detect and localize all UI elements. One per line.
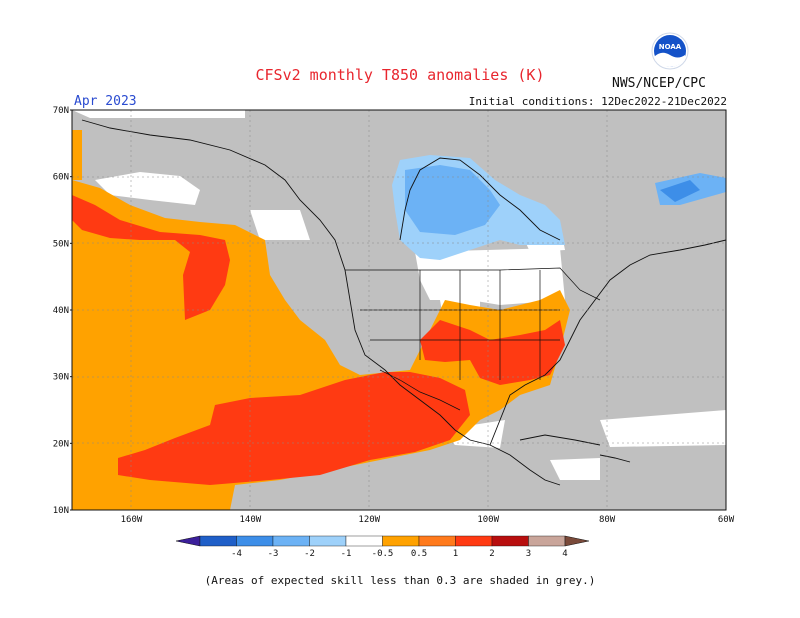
colorbar-tick-label: -1 bbox=[341, 549, 352, 559]
latitude-label: 10N bbox=[53, 506, 69, 516]
latitude-label: 50N bbox=[53, 239, 69, 249]
colorbar-swatch bbox=[199, 535, 237, 547]
latitude-label: 70N bbox=[53, 106, 69, 116]
colorbar-tick-label: -2 bbox=[304, 549, 315, 559]
longitude-labels: 160W 140W 120W 100W 80W 60W bbox=[121, 515, 735, 525]
logo-text: NOAA bbox=[659, 43, 682, 51]
colorbar-swatch bbox=[309, 535, 347, 547]
latitude-label: 60N bbox=[53, 173, 69, 183]
colorbar-swatch bbox=[382, 535, 420, 547]
colorbar-tick-label: 3 bbox=[526, 549, 531, 559]
colorbar-swatch bbox=[236, 535, 274, 547]
map-title: CFSv2 monthly T850 anomalies (K) bbox=[255, 66, 545, 84]
longitude-label: 60W bbox=[718, 515, 735, 525]
colorbar-tick-label: 4 bbox=[562, 549, 567, 559]
colorbar-swatch bbox=[418, 535, 456, 547]
initial-conditions-label: Initial conditions: 12Dec2022-21Dec2022 bbox=[468, 95, 727, 108]
colorbar-swatch bbox=[455, 535, 493, 547]
noaa-logo: NOAA bbox=[651, 32, 689, 70]
colorbar-swatch bbox=[272, 535, 310, 547]
colorbar-swatch bbox=[345, 535, 383, 547]
colorbar-tick-label: 2 bbox=[489, 549, 494, 559]
colorbar-swatch bbox=[528, 535, 566, 547]
longitude-label: 140W bbox=[240, 515, 262, 525]
colorbar-tick-label: 0.5 bbox=[411, 549, 427, 559]
colorbar-extend-low bbox=[175, 535, 201, 547]
longitude-label: 120W bbox=[358, 515, 380, 525]
colorbar-swatch bbox=[491, 535, 529, 547]
agency-label: NWS/NCEP/CPC bbox=[612, 76, 706, 91]
latitude-labels: 70N 60N 50N 40N 30N 20N 10N bbox=[53, 106, 72, 516]
valid-month-label: Apr 2023 bbox=[74, 94, 137, 109]
longitude-label: 80W bbox=[599, 515, 616, 525]
colorbar-tick-label: -0.5 bbox=[372, 549, 394, 559]
latitude-label: 40N bbox=[53, 306, 69, 316]
latitude-label: 30N bbox=[53, 373, 69, 383]
longitude-label: 100W bbox=[477, 515, 499, 525]
latitude-label: 20N bbox=[53, 439, 69, 449]
colorbar-tick-label: -4 bbox=[231, 549, 242, 559]
colorbar-tick-label: -3 bbox=[268, 549, 279, 559]
skill-footnote: (Areas of expected skill less than 0.3 a… bbox=[204, 574, 596, 587]
colorbar-extend-high bbox=[564, 535, 590, 547]
colorbar: -4 -3 -2 -1 -0.5 0.5 1 2 3 4 bbox=[175, 535, 590, 559]
colorbar-tick-label: 1 bbox=[453, 549, 458, 559]
longitude-label: 160W bbox=[121, 515, 143, 525]
